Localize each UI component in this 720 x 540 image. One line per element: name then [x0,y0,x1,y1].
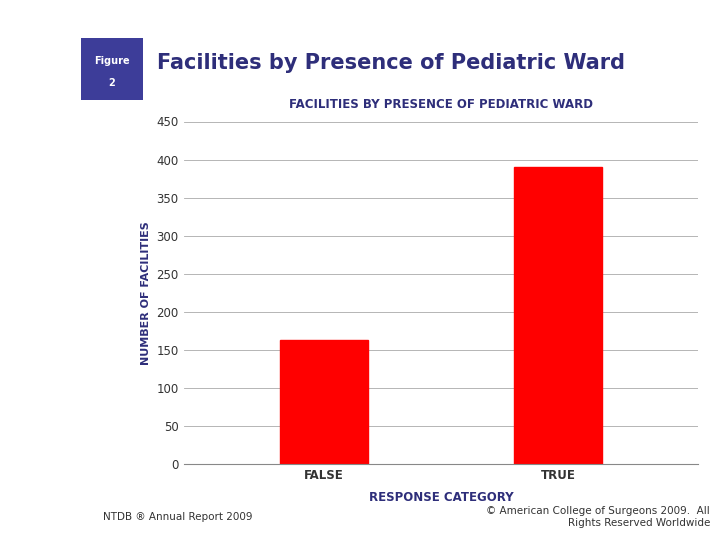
Bar [513,167,603,464]
Y-axis label: NUMBER OF FACILITIES: NUMBER OF FACILITIES [141,221,151,365]
Bar [279,340,369,464]
Text: Facilities by Presence of Pediatric Ward: Facilities by Presence of Pediatric Ward [157,52,625,73]
Text: © American College of Surgeons 2009.  All
Rights Reserved Worldwide: © American College of Surgeons 2009. All… [487,507,710,528]
X-axis label: RESPONSE CATEGORY: RESPONSE CATEGORY [369,491,513,504]
FancyBboxPatch shape [76,33,148,105]
Title: FACILITIES BY PRESENCE OF PEDIATRIC WARD: FACILITIES BY PRESENCE OF PEDIATRIC WARD [289,98,593,111]
Text: 2: 2 [109,78,115,87]
Text: NTDB ® Annual Report 2009: NTDB ® Annual Report 2009 [104,512,253,522]
Text: Figure: Figure [94,56,130,66]
